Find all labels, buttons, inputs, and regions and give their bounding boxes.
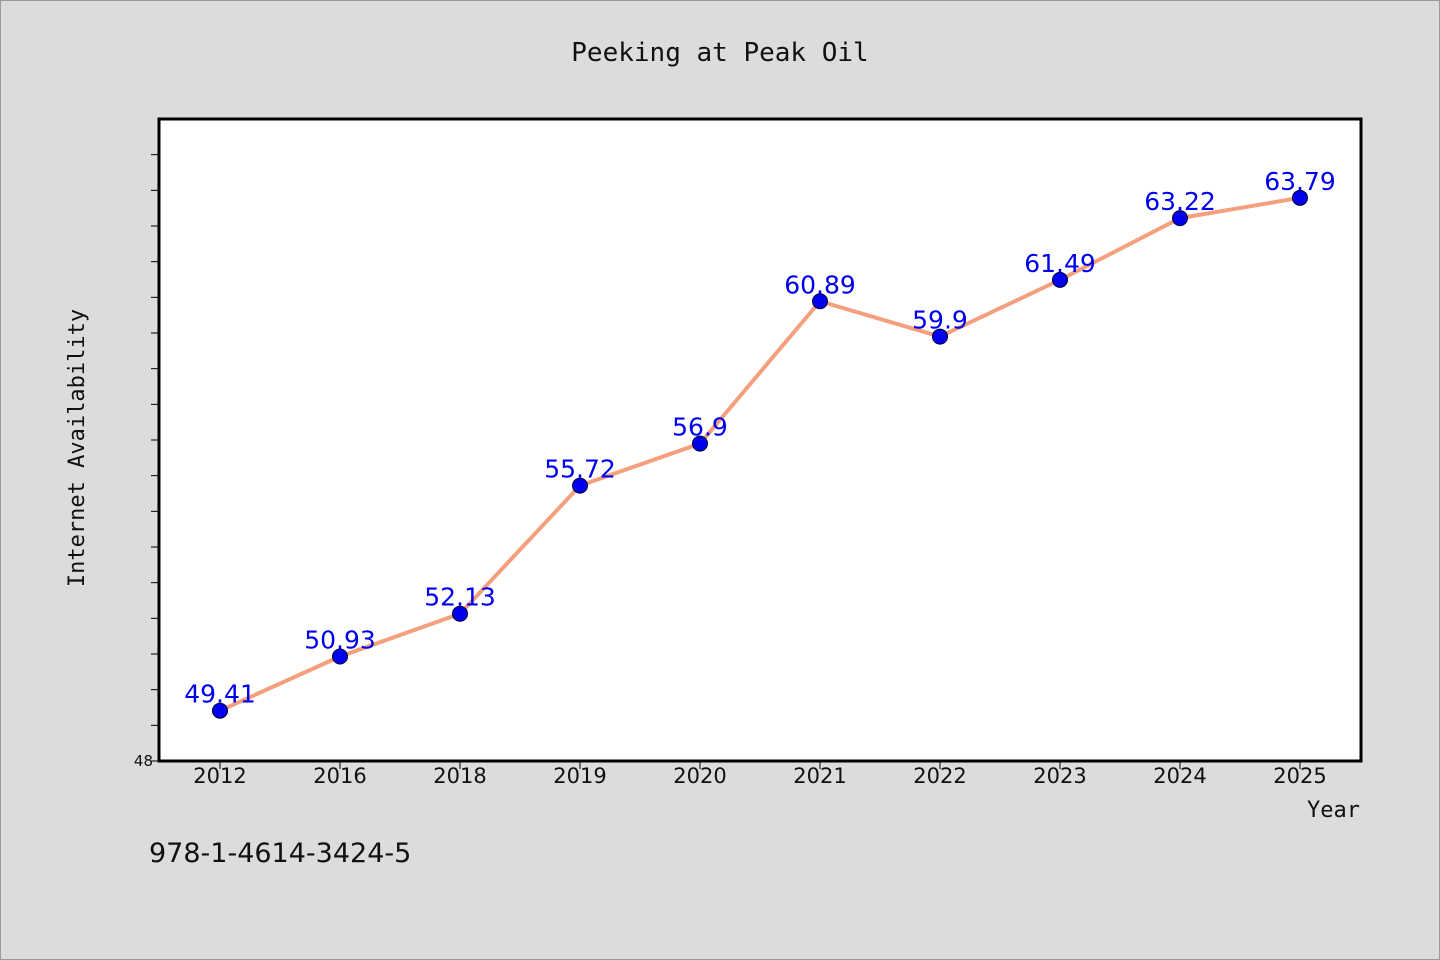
x-tick-label: 2020 [673,764,726,788]
x-tick-label: 2025 [1273,764,1326,788]
x-tick-label: 2023 [1033,764,1086,788]
data-label: 56.9 [672,413,728,442]
x-tick-label: 2018 [433,764,486,788]
x-axis-ticks: 2012 2016 2018 2019 2020 2021 2022 2023 2024 2025 [193,761,1327,788]
series-line [218,195,1302,713]
data-point [692,435,708,452]
x-tick-label: 2022 [913,764,966,788]
x-tick-label: 2016 [313,764,366,788]
x-axis-title: Year [1307,798,1360,823]
data-label: 60.89 [784,270,856,299]
data-point [1292,189,1308,206]
y-axis-ticks: 48 [134,154,159,770]
data-label: 55.72 [544,455,616,484]
data-label: 50.93 [304,625,376,654]
footer-isbn: 978-1-4614-3424-5 [149,838,411,869]
series-layer: 49.41 50.93 52.13 55.72 56.9 60.89 59.9 61.49 63… [184,167,1336,719]
x-tick-label: 2012 [193,764,246,788]
data-point [932,328,948,345]
x-tick-label: 2021 [793,764,846,788]
x-tick-label: 2024 [1153,764,1206,788]
data-point [452,605,468,622]
data-point [1172,210,1188,227]
x-tick-label: 2019 [553,764,606,788]
data-label: 52.13 [424,583,496,612]
data-label: 63.79 [1264,167,1336,196]
data-label: 59.9 [912,306,968,335]
data-point [572,477,588,494]
data-point [212,702,228,719]
y-axis-title: Internet Availability [65,309,90,587]
data-point [812,293,828,310]
data-label: 49.41 [184,680,256,709]
data-label: 63.22 [1144,187,1216,216]
data-label: 61.49 [1024,249,1096,278]
data-point [1052,271,1068,288]
chart-title: Peeking at Peak Oil [571,38,868,68]
data-point [332,648,348,665]
y-tick-label: 48 [134,752,153,770]
